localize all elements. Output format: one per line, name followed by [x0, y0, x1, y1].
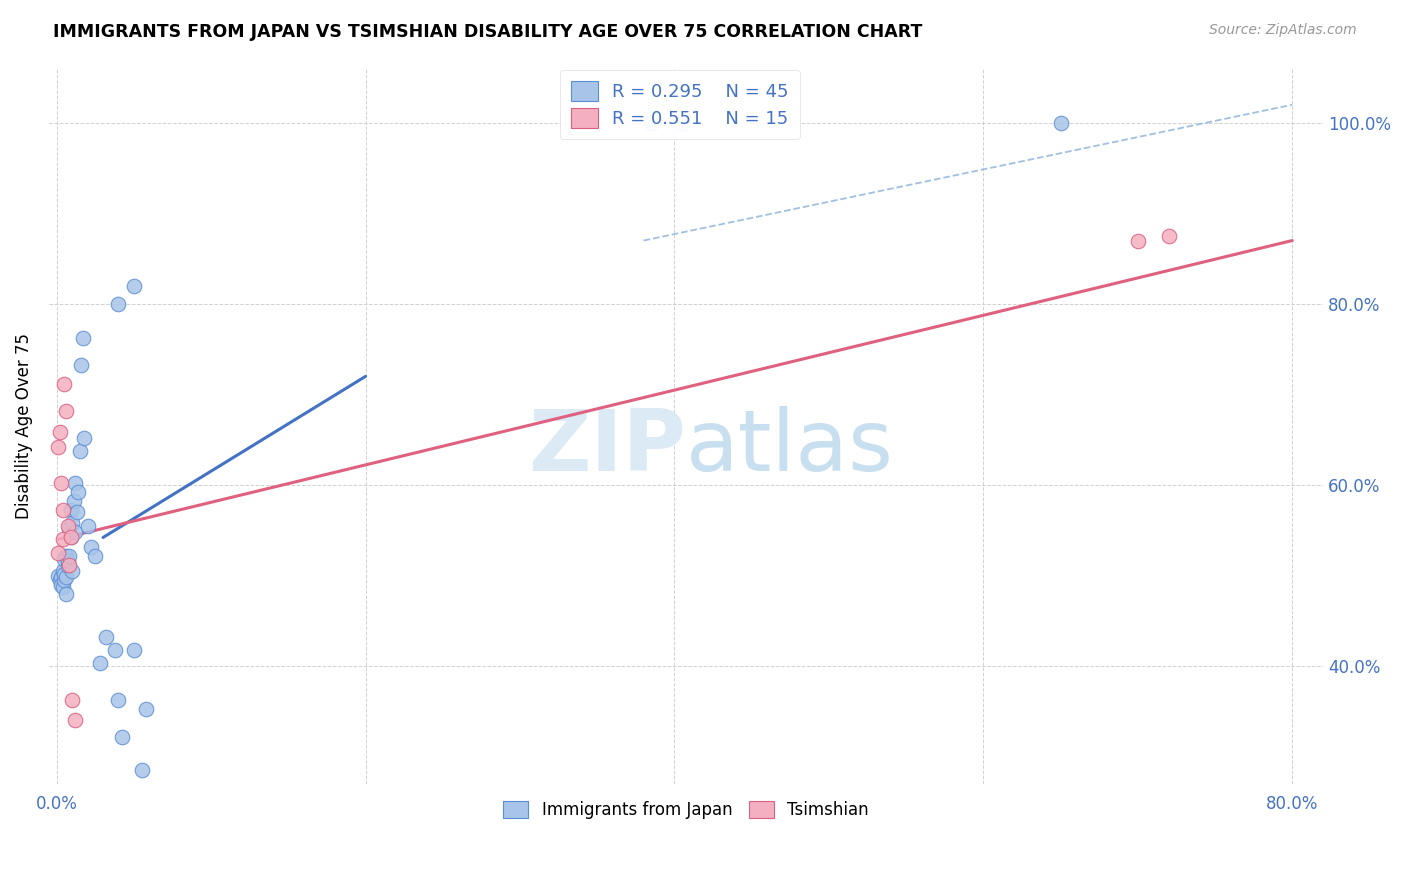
Point: [65, 714, 87, 728]
Point: [58, 549, 80, 563]
Point: [122, 278, 145, 293]
Point: [73, 431, 96, 445]
Point: [55, 403, 77, 417]
Point: [67, 485, 90, 500]
Point: [131, 763, 153, 777]
Point: [52, 564, 75, 578]
Point: [79, 540, 101, 554]
Text: ZIP: ZIP: [529, 406, 686, 489]
Point: [89, 657, 111, 671]
Point: [62, 494, 84, 508]
Point: [76, 518, 98, 533]
Point: [52, 580, 75, 594]
Point: [53, 552, 76, 566]
Point: [107, 693, 129, 707]
Point: [46, 440, 69, 454]
Point: [59, 531, 82, 545]
Point: [65, 476, 87, 491]
Point: [72, 331, 94, 345]
Text: Source: ZipAtlas.com: Source: ZipAtlas.com: [1209, 23, 1357, 37]
Point: [84, 549, 107, 563]
Point: [60, 516, 83, 530]
Point: [94, 630, 117, 644]
Point: [1126, 234, 1149, 248]
Point: [110, 730, 132, 744]
Point: [1049, 116, 1071, 130]
Legend: Immigrants from Japan, Tsimshian: Immigrants from Japan, Tsimshian: [496, 794, 876, 825]
Point: [122, 642, 145, 657]
Point: [60, 693, 83, 707]
Point: [671, 116, 693, 130]
Point: [51, 570, 73, 584]
Point: [55, 570, 77, 584]
Point: [52, 533, 75, 547]
Point: [640, 116, 662, 130]
Point: [53, 376, 76, 391]
Point: [135, 702, 157, 716]
Point: [49, 425, 72, 440]
Point: [65, 524, 87, 539]
Point: [58, 558, 80, 572]
Text: IMMIGRANTS FROM JAPAN VS TSIMSHIAN DISABILITY AGE OVER 75 CORRELATION CHART: IMMIGRANTS FROM JAPAN VS TSIMSHIAN DISAB…: [53, 23, 922, 41]
Point: [59, 531, 82, 545]
Point: [52, 503, 75, 517]
Point: [49, 573, 72, 587]
Point: [55, 586, 77, 600]
Point: [53, 566, 76, 581]
Point: [56, 559, 79, 574]
Point: [51, 577, 73, 591]
Point: [56, 518, 79, 533]
Point: [1157, 229, 1180, 244]
Point: [60, 564, 83, 578]
Point: [53, 573, 76, 587]
Y-axis label: Disability Age Over 75: Disability Age Over 75: [15, 333, 32, 519]
Point: [59, 503, 82, 517]
Point: [56, 554, 79, 568]
Point: [69, 443, 91, 458]
Text: atlas: atlas: [686, 406, 894, 489]
Point: [46, 568, 69, 582]
Point: [51, 476, 73, 491]
Point: [70, 359, 93, 373]
Point: [66, 505, 89, 519]
Point: [55, 549, 77, 563]
Point: [104, 642, 127, 657]
Point: [58, 521, 80, 535]
Point: [107, 297, 129, 311]
Point: [46, 546, 69, 560]
